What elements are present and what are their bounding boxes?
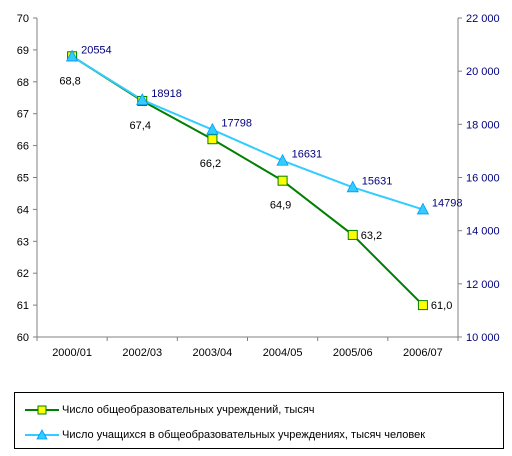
series-institutions-data-label: 68,8	[59, 75, 80, 87]
series-students-marker	[276, 153, 289, 166]
x-axis-tick-label: 2003/04	[193, 347, 233, 359]
x-axis-tick-label: 2004/05	[263, 347, 303, 359]
series-students-data-label: 14798	[432, 197, 463, 209]
right-axis-tick-label: 12 000	[466, 279, 500, 291]
chart: 60 61 62 63 64 65 66 67 68 69 70 10 000 12 000 14 000…	[17, 13, 500, 359]
series-students-marker	[346, 180, 359, 193]
legend-students-marker-icon	[25, 429, 59, 440]
right-axis-tick-label: 18 000	[466, 119, 500, 131]
series-students-data-label: 16631	[292, 149, 323, 161]
x-axis-tick-label: 2002/03	[122, 347, 162, 359]
left-axis-tick-label: 60	[17, 332, 29, 344]
series-students-marker	[206, 122, 219, 135]
legend-item-students: Число учащихся в общеобразовательных учр…	[25, 427, 425, 443]
x-axis-tick-label: 2006/07	[403, 347, 443, 359]
legend: Число общеобразовательных учреждений, ты…	[14, 392, 504, 449]
series-institutions-data-label: 66,2	[200, 158, 221, 170]
right-axis-tick-label: 14 000	[466, 226, 500, 238]
right-axis-tick-label: 10 000	[466, 332, 500, 344]
series-institutions-marker	[277, 175, 288, 186]
series-institutions-marker	[207, 134, 218, 145]
x-axis-tick-label: 2000/01	[52, 347, 92, 359]
series-students-line	[71, 55, 424, 211]
right-axis-tick-label: 16 000	[466, 173, 500, 185]
right-axis-tick-label: 20 000	[466, 66, 500, 78]
left-axis-tick-label: 65	[17, 173, 29, 185]
series-students-marker	[416, 202, 430, 215]
x-axis-tick-label: 2005/06	[333, 347, 373, 359]
series-students-data-label: 20554	[81, 44, 112, 56]
series-institutions-data-label: 64,9	[270, 200, 291, 212]
right-axis-tick-label: 22 000	[466, 13, 500, 25]
left-axis-tick-label: 64	[17, 204, 29, 216]
left-axis-tick-label: 68	[17, 77, 29, 89]
left-axis-tick-label: 61	[17, 300, 29, 312]
legend-students-label: Число учащихся в общеобразовательных учр…	[62, 429, 426, 441]
series-institutions-marker	[347, 229, 358, 240]
left-axis-tick-label: 67	[17, 109, 29, 121]
left-axis-tick-label: 66	[17, 141, 29, 153]
left-axis-tick-label: 70	[17, 13, 29, 25]
left-axis-tick-label: 69	[17, 45, 29, 57]
legend-institutions-marker-icon	[25, 405, 59, 415]
series-institutions-data-label: 61,0	[431, 300, 452, 312]
series-institutions-data-label: 63,2	[361, 230, 382, 242]
series-students-marker	[65, 49, 79, 62]
series-students-data-label: 18918	[151, 88, 182, 100]
series-students-marker	[136, 93, 149, 105]
series-students-data-label: 17798	[221, 118, 252, 130]
series-students-data-label: 15631	[362, 175, 393, 187]
series-institutions-data-label: 67,4	[130, 120, 151, 132]
legend-institutions-label: Число общеобразовательных учреждений, ты…	[62, 404, 315, 416]
left-axis-tick-label: 63	[17, 236, 29, 248]
left-axis-tick-label: 62	[17, 268, 29, 280]
legend-item-institutions: Число общеобразовательных учреждений, ты…	[25, 402, 315, 418]
series-institutions-marker	[417, 300, 428, 311]
